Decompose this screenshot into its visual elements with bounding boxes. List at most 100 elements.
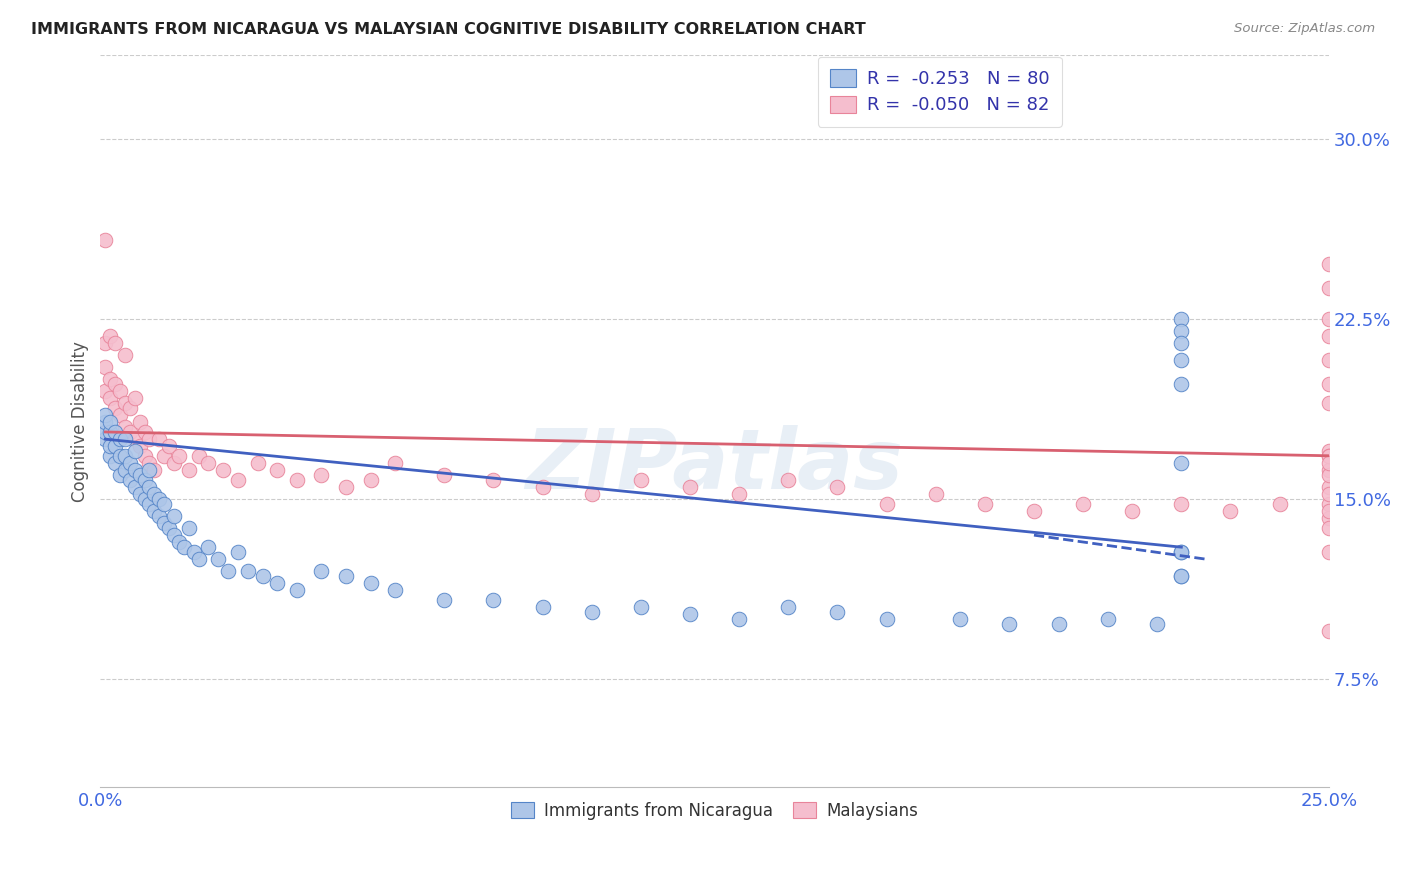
Point bbox=[778, 600, 800, 615]
Point bbox=[1047, 617, 1070, 632]
Point bbox=[163, 528, 186, 542]
Point bbox=[1317, 545, 1340, 559]
Point bbox=[118, 425, 141, 439]
Point bbox=[384, 583, 406, 598]
Point bbox=[124, 392, 146, 406]
Point bbox=[114, 348, 136, 362]
Point bbox=[1170, 376, 1192, 391]
Point bbox=[924, 487, 946, 501]
Point bbox=[148, 432, 170, 446]
Point bbox=[212, 463, 235, 477]
Point bbox=[98, 372, 121, 386]
Point bbox=[998, 617, 1021, 632]
Point bbox=[124, 444, 146, 458]
Point bbox=[581, 605, 603, 619]
Point bbox=[360, 473, 382, 487]
Point bbox=[285, 473, 308, 487]
Point bbox=[134, 492, 156, 507]
Point bbox=[630, 473, 652, 487]
Point bbox=[482, 473, 505, 487]
Point bbox=[1317, 504, 1340, 518]
Point bbox=[1170, 569, 1192, 583]
Point bbox=[98, 392, 121, 406]
Point bbox=[266, 576, 288, 591]
Point bbox=[311, 468, 333, 483]
Point bbox=[630, 600, 652, 615]
Point bbox=[104, 376, 127, 391]
Point bbox=[143, 504, 166, 518]
Point bbox=[1022, 504, 1045, 518]
Point bbox=[827, 480, 849, 494]
Point bbox=[1317, 353, 1340, 368]
Point bbox=[482, 593, 505, 607]
Point bbox=[124, 480, 146, 494]
Point bbox=[1317, 396, 1340, 410]
Point bbox=[128, 468, 150, 483]
Point bbox=[217, 564, 239, 578]
Point bbox=[1317, 468, 1340, 483]
Point bbox=[98, 329, 121, 343]
Point bbox=[108, 468, 131, 483]
Point bbox=[157, 521, 180, 535]
Point bbox=[252, 569, 274, 583]
Point bbox=[679, 480, 702, 494]
Point bbox=[143, 487, 166, 501]
Point bbox=[138, 497, 160, 511]
Point bbox=[1170, 497, 1192, 511]
Point bbox=[124, 432, 146, 446]
Point bbox=[973, 497, 995, 511]
Legend: Immigrants from Nicaragua, Malaysians: Immigrants from Nicaragua, Malaysians bbox=[505, 795, 925, 826]
Point bbox=[1317, 312, 1340, 326]
Point bbox=[581, 487, 603, 501]
Point bbox=[1317, 449, 1340, 463]
Point bbox=[384, 456, 406, 470]
Point bbox=[134, 473, 156, 487]
Point bbox=[108, 408, 131, 422]
Point bbox=[104, 425, 127, 439]
Point bbox=[134, 449, 156, 463]
Point bbox=[335, 480, 357, 494]
Point bbox=[94, 432, 117, 446]
Point bbox=[433, 468, 456, 483]
Point bbox=[104, 336, 127, 351]
Point bbox=[728, 612, 751, 626]
Text: IMMIGRANTS FROM NICARAGUA VS MALAYSIAN COGNITIVE DISABILITY CORRELATION CHART: IMMIGRANTS FROM NICARAGUA VS MALAYSIAN C… bbox=[31, 22, 866, 37]
Point bbox=[138, 456, 160, 470]
Point bbox=[1317, 624, 1340, 639]
Point bbox=[98, 425, 121, 439]
Point bbox=[1170, 456, 1192, 470]
Point bbox=[197, 540, 219, 554]
Point bbox=[153, 516, 176, 531]
Point bbox=[153, 449, 176, 463]
Point bbox=[1097, 612, 1119, 626]
Point bbox=[876, 497, 898, 511]
Point bbox=[114, 396, 136, 410]
Point bbox=[827, 605, 849, 619]
Point bbox=[1317, 281, 1340, 295]
Point bbox=[531, 600, 554, 615]
Point bbox=[226, 473, 249, 487]
Point bbox=[285, 583, 308, 598]
Point bbox=[104, 439, 127, 453]
Point bbox=[207, 552, 229, 566]
Point bbox=[148, 508, 170, 523]
Point bbox=[138, 432, 160, 446]
Point bbox=[246, 456, 269, 470]
Point bbox=[94, 233, 117, 247]
Point bbox=[1268, 497, 1291, 511]
Point bbox=[98, 439, 121, 453]
Point bbox=[728, 487, 751, 501]
Point bbox=[98, 449, 121, 463]
Point bbox=[167, 535, 190, 549]
Point bbox=[1121, 504, 1143, 518]
Point bbox=[266, 463, 288, 477]
Point bbox=[876, 612, 898, 626]
Point bbox=[1170, 569, 1192, 583]
Point bbox=[1317, 487, 1340, 501]
Point bbox=[118, 456, 141, 470]
Point bbox=[1170, 353, 1192, 368]
Point bbox=[108, 432, 131, 446]
Text: Source: ZipAtlas.com: Source: ZipAtlas.com bbox=[1234, 22, 1375, 36]
Point bbox=[138, 480, 160, 494]
Point bbox=[679, 607, 702, 622]
